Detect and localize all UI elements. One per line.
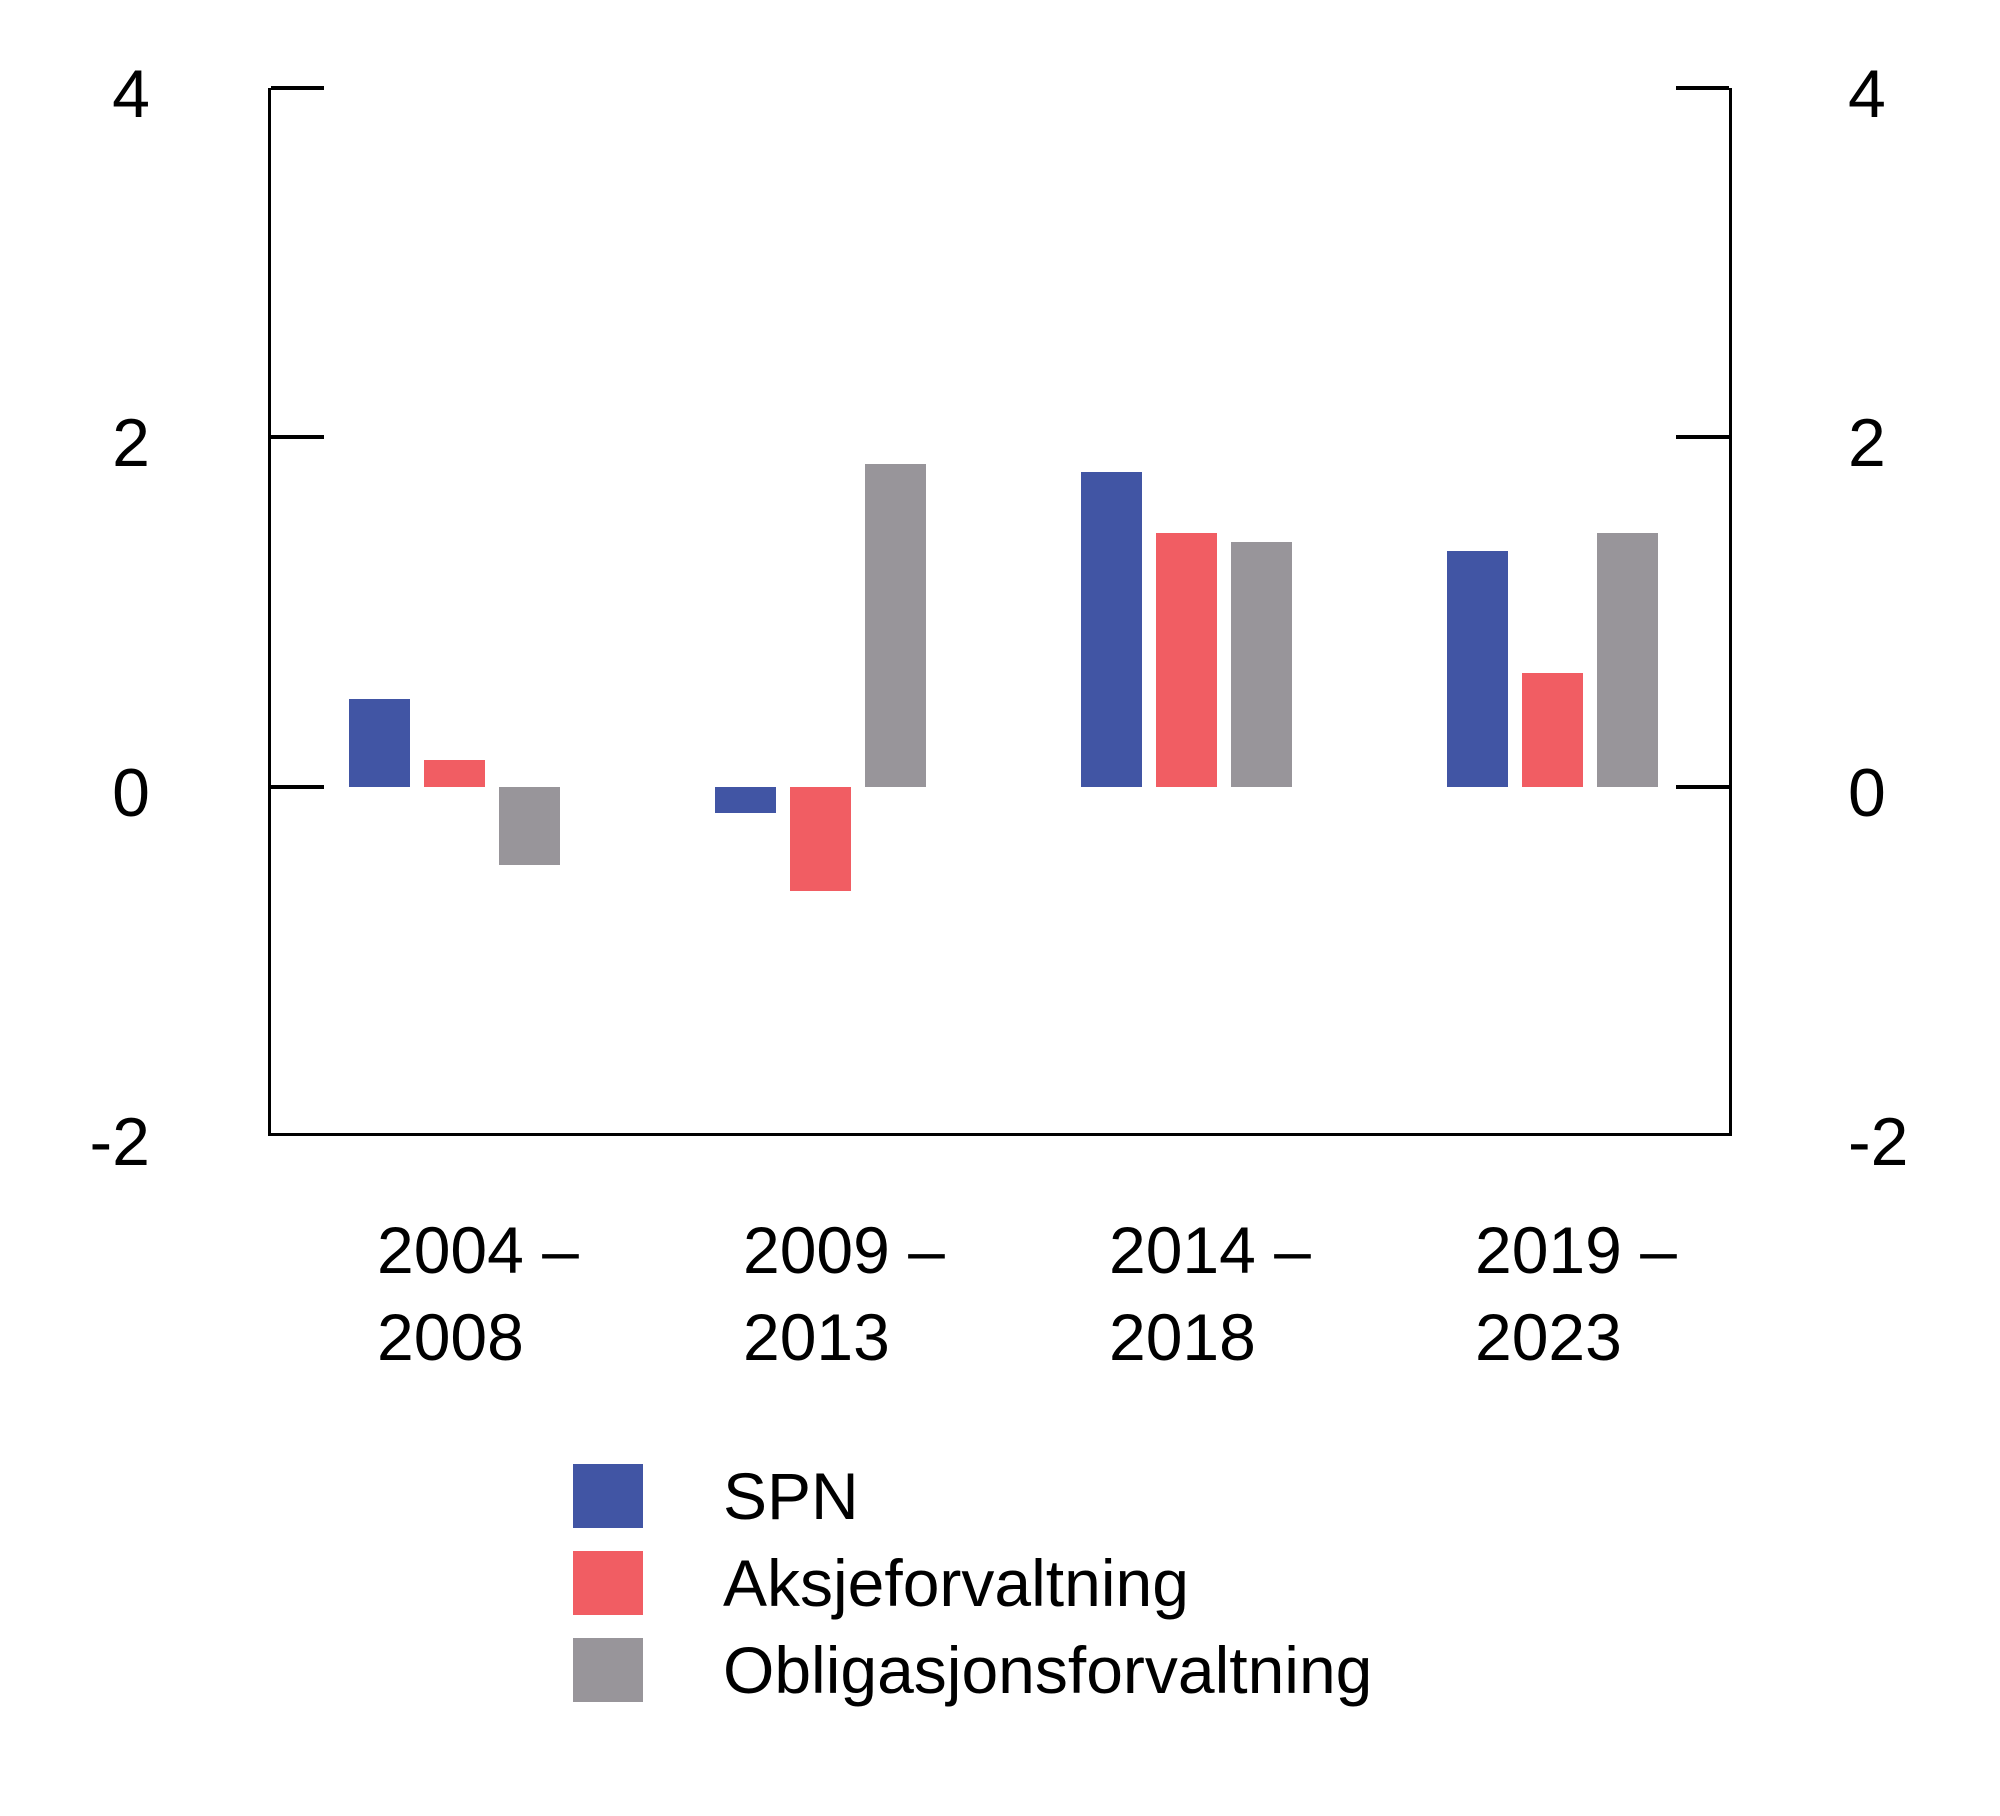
y-axis-label-right-0: 0 [1848, 754, 1886, 831]
legend-row-spn: SPN [573, 1459, 1372, 1533]
legend-swatch-spn [573, 1464, 643, 1528]
y-axis-label-right-2: 2 [1848, 405, 1886, 482]
bar-spn-2023 [1446, 550, 1508, 787]
legend-label-spn: SPN [723, 1459, 859, 1533]
y-tick-left-2 [271, 435, 324, 440]
bar-aksjeforvaltning-2008 [423, 760, 485, 787]
x-axis-label-2008: 2004 – 2008 [377, 1213, 579, 1374]
bar-spn-2018 [1080, 472, 1142, 787]
y-tick-right-0 [1676, 784, 1729, 789]
y-tick-left-4 [271, 86, 324, 90]
bar-aksjeforvaltning-2023 [1521, 673, 1583, 787]
legend-label-aksjeforvaltning: Aksjeforvaltning [723, 1546, 1189, 1620]
y-tick-right-2 [1676, 435, 1729, 440]
bar-obligasjonsforvaltning-2018 [1230, 542, 1292, 787]
legend-swatch-obligasjonsforvaltning [573, 1638, 643, 1702]
legend-row-aksjeforvaltning: Aksjeforvaltning [573, 1546, 1372, 1620]
x-axis-label-2013: 2009 – 2013 [743, 1213, 945, 1374]
y-axis-label-left--2: -2 [89, 1104, 150, 1180]
bar-obligasjonsforvaltning-2008 [498, 786, 560, 866]
bar-aksjeforvaltning-2013 [789, 786, 851, 892]
x-axis-label-2023: 2019 – 2023 [1475, 1213, 1677, 1374]
y-axis-label-right--2: -2 [1848, 1104, 1909, 1180]
y-tick-right-4 [1676, 86, 1729, 90]
bar-spn-2008 [348, 699, 410, 787]
legend-swatch-aksjeforvaltning [573, 1551, 643, 1615]
y-axis-label-left-4: 4 [112, 56, 150, 132]
y-tick-left-0 [271, 784, 324, 789]
bar-obligasjonsforvaltning-2023 [1596, 533, 1658, 787]
plot-area [268, 86, 1732, 1136]
y-axis-label-left-0: 0 [112, 754, 150, 831]
y-axis-label-left-2: 2 [112, 405, 150, 482]
y-axis-label-right-4: 4 [1848, 56, 1886, 132]
legend-row-obligasjonsforvaltning: Obligasjonsforvaltning [573, 1633, 1373, 1707]
legend: SPN Aksjeforvaltning Obligasjonsforvaltnin… [573, 1459, 1373, 1725]
x-axis-label-2018: 2014 – 2018 [1109, 1213, 1311, 1374]
bar-spn-2013 [714, 786, 776, 813]
bar-aksjeforvaltning-2018 [1155, 533, 1217, 787]
bar-obligasjonsforvaltning-2013 [864, 463, 926, 787]
legend-label-obligasjonsforvaltning: Obligasjonsforvaltning [723, 1633, 1373, 1707]
